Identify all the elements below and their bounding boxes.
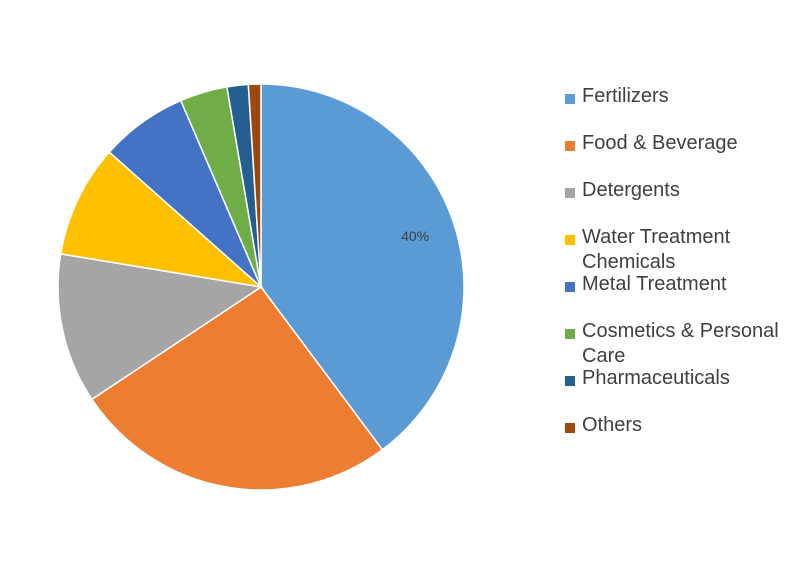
pie-slice-fertilizers: [260, 83, 465, 451]
legend-item-fertilizers: Fertilizers: [565, 84, 790, 109]
legend-swatch: [565, 235, 575, 245]
legend-label: Cosmetics & Personal Care: [582, 320, 779, 367]
legend-label: Detergents: [582, 179, 680, 201]
legend-item-cosmetics: Cosmetics & Personal Care: [565, 319, 790, 369]
legend-item-others: Others: [565, 413, 790, 438]
legend-swatch: [565, 423, 575, 433]
legend-item-metal-treatment: Metal Treatment: [565, 272, 790, 297]
legend-swatch: [565, 188, 575, 198]
legend-label: Others: [582, 414, 643, 436]
data-label-fertilizers: 40%: [401, 228, 429, 244]
pie-slice-others: [247, 83, 262, 288]
legend-swatch: [565, 376, 575, 386]
legend-swatch: [565, 141, 575, 151]
legend-label: Food & Beverage: [582, 132, 738, 154]
legend-swatch: [565, 94, 575, 104]
legend-item-pharmaceuticals: Pharmaceuticals: [565, 366, 790, 391]
legend-label: Fertilizers: [582, 85, 669, 107]
pie-chart-area: 40%: [57, 83, 465, 491]
legend-item-food-beverage: Food & Beverage: [565, 131, 790, 156]
pie-slice-detergents: [57, 252, 264, 401]
legend-label: Water Treatment Chemicals: [582, 226, 731, 273]
legend-swatch: [565, 282, 575, 292]
legend-swatch: [565, 329, 575, 339]
pie-slice-food-beverage: [90, 285, 384, 491]
pie-chart: 40%: [57, 83, 465, 491]
legend-label: Metal Treatment: [582, 273, 727, 295]
legend-item-water-treatment: Water Treatment Chemicals: [565, 225, 790, 275]
pie-slice-water-treatment: [59, 151, 264, 289]
legend-label: Pharmaceuticals: [582, 367, 730, 389]
legend-item-detergents: Detergents: [565, 178, 790, 203]
